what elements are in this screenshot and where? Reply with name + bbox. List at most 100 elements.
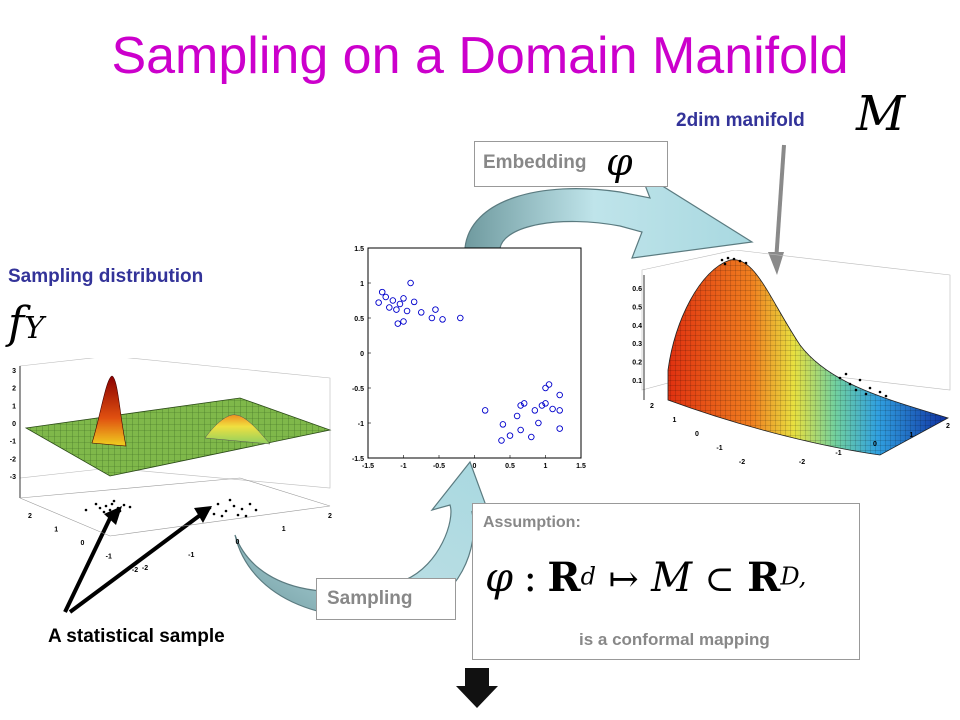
rsurf-z-tick: 0.4	[632, 323, 642, 330]
lsurf-z-tick: 2	[12, 386, 16, 393]
rsurf-x-tick: -2	[739, 459, 745, 466]
scatter-point	[439, 316, 446, 323]
scatter-y-tick-label: -0.5	[352, 386, 364, 393]
scatter-y-tick-label: 0.5	[354, 316, 364, 323]
scatter-point	[393, 306, 400, 313]
scatter-point	[506, 432, 514, 439]
rsurf-x-tick: 0	[695, 431, 699, 438]
scatter-point	[375, 299, 382, 306]
scatter-point	[396, 300, 404, 308]
right-surface-plot: 0.6 0.5 0.4 0.3 0.2 0.1 2 1 0 -1 -2 -2 -1 0 1 2	[632, 250, 951, 466]
conformal-text: is a conformal mapping	[579, 630, 770, 649]
right-sample-dots	[720, 256, 888, 398]
rsurf-z-tick: 0.6	[632, 286, 642, 293]
left-y-ticks: -2 -1 0 1 2	[142, 513, 332, 572]
scatter-point	[498, 437, 505, 444]
scatter-point	[382, 293, 390, 301]
scatter-point	[517, 402, 524, 409]
sampling-label: Sampling	[327, 588, 413, 609]
formula-m: M	[651, 555, 693, 601]
scatter-point	[528, 433, 535, 441]
scatter-x-tick-label: -1.5	[362, 463, 374, 470]
lsurf-y-tick: 2	[328, 513, 332, 520]
rsurf-y-tick: 2	[946, 423, 950, 430]
formula-dd: D,	[780, 562, 807, 591]
rsurf-x-tick: 1	[673, 417, 677, 424]
lsurf-z-tick: -1	[10, 439, 16, 446]
manifold-label: 2dim manifold	[676, 110, 805, 131]
right-x-ticks: 2 1 0 -1 -2	[650, 403, 745, 466]
rsurf-y-tick: -1	[835, 450, 841, 457]
scatter-point	[389, 297, 397, 304]
scatter-point	[394, 320, 402, 327]
rsurf-y-tick: -2	[799, 459, 805, 466]
lsurf-z-tick: 1	[12, 403, 16, 410]
assumption-box: Assumption: φ : Rd ↦ M ⊂ RD, is a confor…	[472, 503, 860, 660]
scatter-point	[410, 298, 418, 306]
lsurf-y-tick: -2	[142, 565, 148, 572]
scatter-points	[375, 279, 563, 444]
f-y-symbol: fY	[8, 298, 44, 349]
scatter-y-tick-label: 1	[360, 281, 364, 288]
formula-subset: ⊂	[704, 559, 735, 600]
scatter-point	[513, 412, 521, 420]
sampling-box: Sampling	[316, 578, 456, 620]
scatter-point	[556, 391, 563, 399]
scatter-y-tick-label: 1.5	[354, 246, 364, 253]
formula: φ : Rd ↦ M ⊂ RD,	[485, 554, 806, 601]
scatter-point	[517, 426, 524, 434]
scatter-point	[535, 419, 542, 427]
rsurf-z-tick: 0.5	[632, 304, 642, 311]
sample-label: A statistical sample	[48, 626, 225, 647]
f-letter: f	[8, 298, 25, 349]
right-z-ticks: 0.6 0.5 0.4 0.3 0.2 0.1	[632, 286, 642, 385]
scatter-point	[542, 400, 549, 407]
scatter-point	[538, 402, 546, 409]
scatter-point	[400, 295, 407, 302]
scatter-x-tick-label: 1.5	[576, 463, 586, 470]
scatter-point	[407, 279, 414, 287]
scatter-x-ticks: -1.5 -1 -0.5 0 0.5 1 1.5	[362, 455, 586, 470]
scatter-y-tick-label: 0	[360, 351, 364, 358]
formula-phi: φ	[485, 555, 514, 601]
scatter-y-tick-label: -1.5	[352, 456, 364, 463]
rsurf-z-tick: 0.1	[632, 378, 642, 385]
embedding-label: Embedding	[483, 152, 587, 173]
rsurf-z-tick: 0.3	[632, 341, 642, 348]
formula-d: d	[580, 562, 597, 591]
scatter-point	[457, 314, 464, 322]
assumption-title: Assumption:	[483, 514, 581, 531]
scatter-point	[531, 407, 539, 414]
lsurf-z-tick: -2	[10, 456, 16, 463]
scatter-plot: 1.5 1 0.5 0 -0.5 -1 -1.5 -1.5 -1 -0.5 0 0.5 1 1.5	[352, 246, 586, 470]
manifold-symbol: M	[856, 86, 906, 142]
scatter-point	[403, 307, 411, 315]
left-surface-plot: 3 2 1 0 -1 -2 -3 2 1 0 -1 -2 -2 -1 0 1 2	[10, 358, 332, 574]
lsurf-x-tick: 0	[81, 540, 85, 547]
scatter-point	[520, 400, 528, 407]
scatter-point	[545, 381, 553, 388]
rsurf-y-tick: 1	[910, 432, 914, 439]
lsurf-y-tick: 0	[236, 539, 240, 546]
formula-r2: R	[747, 554, 781, 601]
sampling-distribution-label: Sampling distribution	[8, 266, 204, 287]
scatter-y-tick-label: -1	[358, 421, 364, 428]
scatter-y-ticks: 1.5 1 0.5 0 -0.5 -1 -1.5	[352, 246, 371, 463]
lsurf-x-tick: -2	[132, 567, 138, 574]
f-subscript: Y	[24, 311, 45, 346]
scatter-point	[542, 384, 549, 392]
lsurf-x-tick: -1	[106, 554, 112, 561]
right-y-ticks: -2 -1 0 1 2	[799, 423, 950, 466]
rsurf-x-tick: -1	[716, 445, 722, 452]
embedding-box: Embedding φ	[474, 140, 668, 187]
slide-title: Sampling on a Domain Manifold	[111, 27, 849, 85]
scatter-x-tick-label: 0	[473, 463, 477, 470]
lsurf-z-tick: 3	[12, 368, 16, 375]
left-x-ticks: 2 1 0 -1 -2	[28, 513, 138, 574]
rsurf-x-tick: 2	[650, 403, 654, 410]
lsurf-x-tick: 2	[28, 513, 32, 520]
scatter-point	[378, 288, 386, 296]
scatter-point	[556, 425, 563, 432]
lsurf-y-tick: 1	[282, 526, 286, 533]
rsurf-z-tick: 0.2	[632, 360, 642, 367]
